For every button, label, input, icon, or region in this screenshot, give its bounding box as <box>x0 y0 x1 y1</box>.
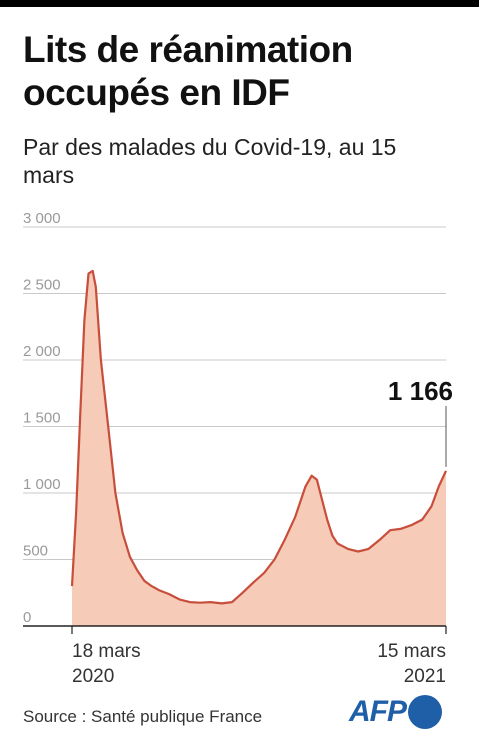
afp-logo-text: AFP <box>349 695 407 728</box>
y-tick-label: 2 500 <box>23 277 61 294</box>
y-tick-label: 500 <box>23 543 48 560</box>
y-tick-label: 1 500 <box>23 410 61 427</box>
x-tick-label: 15 mars <box>377 641 446 662</box>
source-note: Source : Santé publique France <box>23 707 263 726</box>
area-fill <box>72 270 446 626</box>
chart-title: Lits de réanimation occupés en IDF <box>23 29 353 113</box>
top-bar <box>0 0 479 7</box>
x-axis-ticks: 18 mars 2020 15 mars 2021 <box>71 626 447 687</box>
chart: 0 500 1 000 1 500 2 000 2 500 3 000 18 mars 202… <box>23 210 453 687</box>
series-line <box>70 269 447 605</box>
y-tick-label: 2 000 <box>23 343 61 360</box>
y-axis-labels: 0 500 1 000 1 500 2 000 2 500 3 000 <box>23 210 61 626</box>
y-tick-label: 0 <box>23 609 31 626</box>
annotation-label: 1 166 <box>388 376 453 406</box>
x-tick-label-year: 2020 <box>72 666 114 687</box>
annotation: 1 166 <box>388 376 453 467</box>
x-tick-label: 18 mars <box>72 641 141 662</box>
y-tick-label: 1 000 <box>23 476 61 493</box>
chart-subtitle: Par des malades du Covid-19, au 15 mars <box>23 134 397 188</box>
y-tick-label: 3 000 <box>23 210 61 227</box>
x-tick-label-year: 2021 <box>404 666 446 687</box>
afp-logo-dot <box>408 695 442 729</box>
afp-logo: AFP <box>349 694 442 730</box>
